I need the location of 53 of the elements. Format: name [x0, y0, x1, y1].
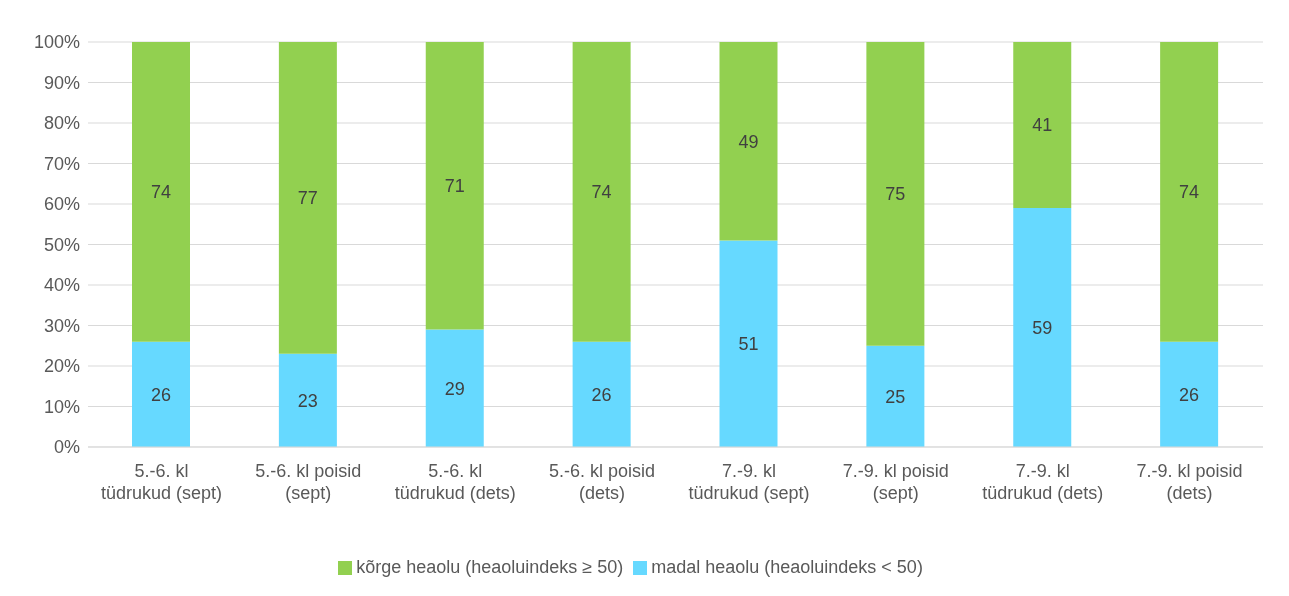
- y-tick-label: 80%: [43, 113, 80, 134]
- data-label: 41: [1032, 115, 1053, 136]
- bar: [425, 329, 484, 447]
- y-tick-label: 50%: [43, 234, 80, 255]
- data-label: 29: [444, 378, 465, 399]
- bar: [572, 341, 631, 447]
- y-tick-label: 90%: [43, 72, 80, 93]
- bar: [132, 341, 190, 447]
- bar: [1013, 208, 1072, 447]
- bar: [866, 42, 925, 346]
- bar: [278, 353, 337, 447]
- x-tick-label: 5.-6. kl poisid (dets): [549, 461, 656, 503]
- x-tick-label: 5.-6. kl tüdrukud (dets): [394, 461, 516, 503]
- y-tick-label: 0%: [53, 437, 80, 458]
- data-label: 77: [297, 188, 318, 209]
- y-tick-label: 20%: [43, 356, 80, 377]
- bar: [572, 42, 631, 342]
- x-tick-label: 5.-6. kl tüdrukud (sept): [100, 461, 222, 503]
- bar: [719, 240, 778, 447]
- data-label: 51: [738, 334, 759, 355]
- x-tick-label: 7.-9. kl tüdrukud (sept): [688, 461, 810, 503]
- data-label: 26: [150, 384, 172, 405]
- data-label: 26: [1179, 384, 1200, 405]
- bar: [866, 345, 925, 447]
- y-tick-label: 40%: [43, 275, 80, 296]
- x-tick-label: 7.-9. kl tüdrukud (dets): [982, 461, 1104, 503]
- bar: [1013, 42, 1072, 209]
- y-tick-label: 60%: [43, 194, 80, 215]
- data-label: 25: [885, 386, 906, 407]
- bar: [425, 42, 484, 330]
- bar: [1160, 341, 1219, 447]
- x-tick-label: 5.-6. kl poisid (sept): [255, 461, 362, 503]
- data-label: 74: [1179, 182, 1200, 203]
- data-label: 71: [444, 176, 465, 197]
- y-tick-label: 70%: [43, 153, 80, 174]
- data-label: 23: [297, 390, 318, 411]
- data-label: 49: [738, 131, 759, 152]
- bar: [1160, 42, 1219, 342]
- legend-label: kõrge heaolu (heaoluindeks ≥ 50): [356, 557, 624, 577]
- bar: [278, 42, 337, 354]
- legend-label: madal heaolu (heaoluindeks < 50): [651, 557, 923, 577]
- y-tick-label: 100%: [33, 32, 80, 53]
- data-label: 74: [591, 182, 612, 203]
- bar: [719, 42, 778, 241]
- x-tick-label: 7.-9. kl poisid (sept): [842, 461, 949, 503]
- data-label: 74: [150, 182, 172, 203]
- x-tick-label: 7.-9. kl poisid (dets): [1136, 461, 1243, 503]
- data-label: 75: [885, 184, 906, 205]
- y-tick-label: 30%: [43, 315, 80, 336]
- data-label: 59: [1032, 317, 1053, 338]
- bar: [132, 42, 190, 342]
- data-label: 26: [591, 384, 612, 405]
- y-tick-label: 10%: [43, 396, 80, 417]
